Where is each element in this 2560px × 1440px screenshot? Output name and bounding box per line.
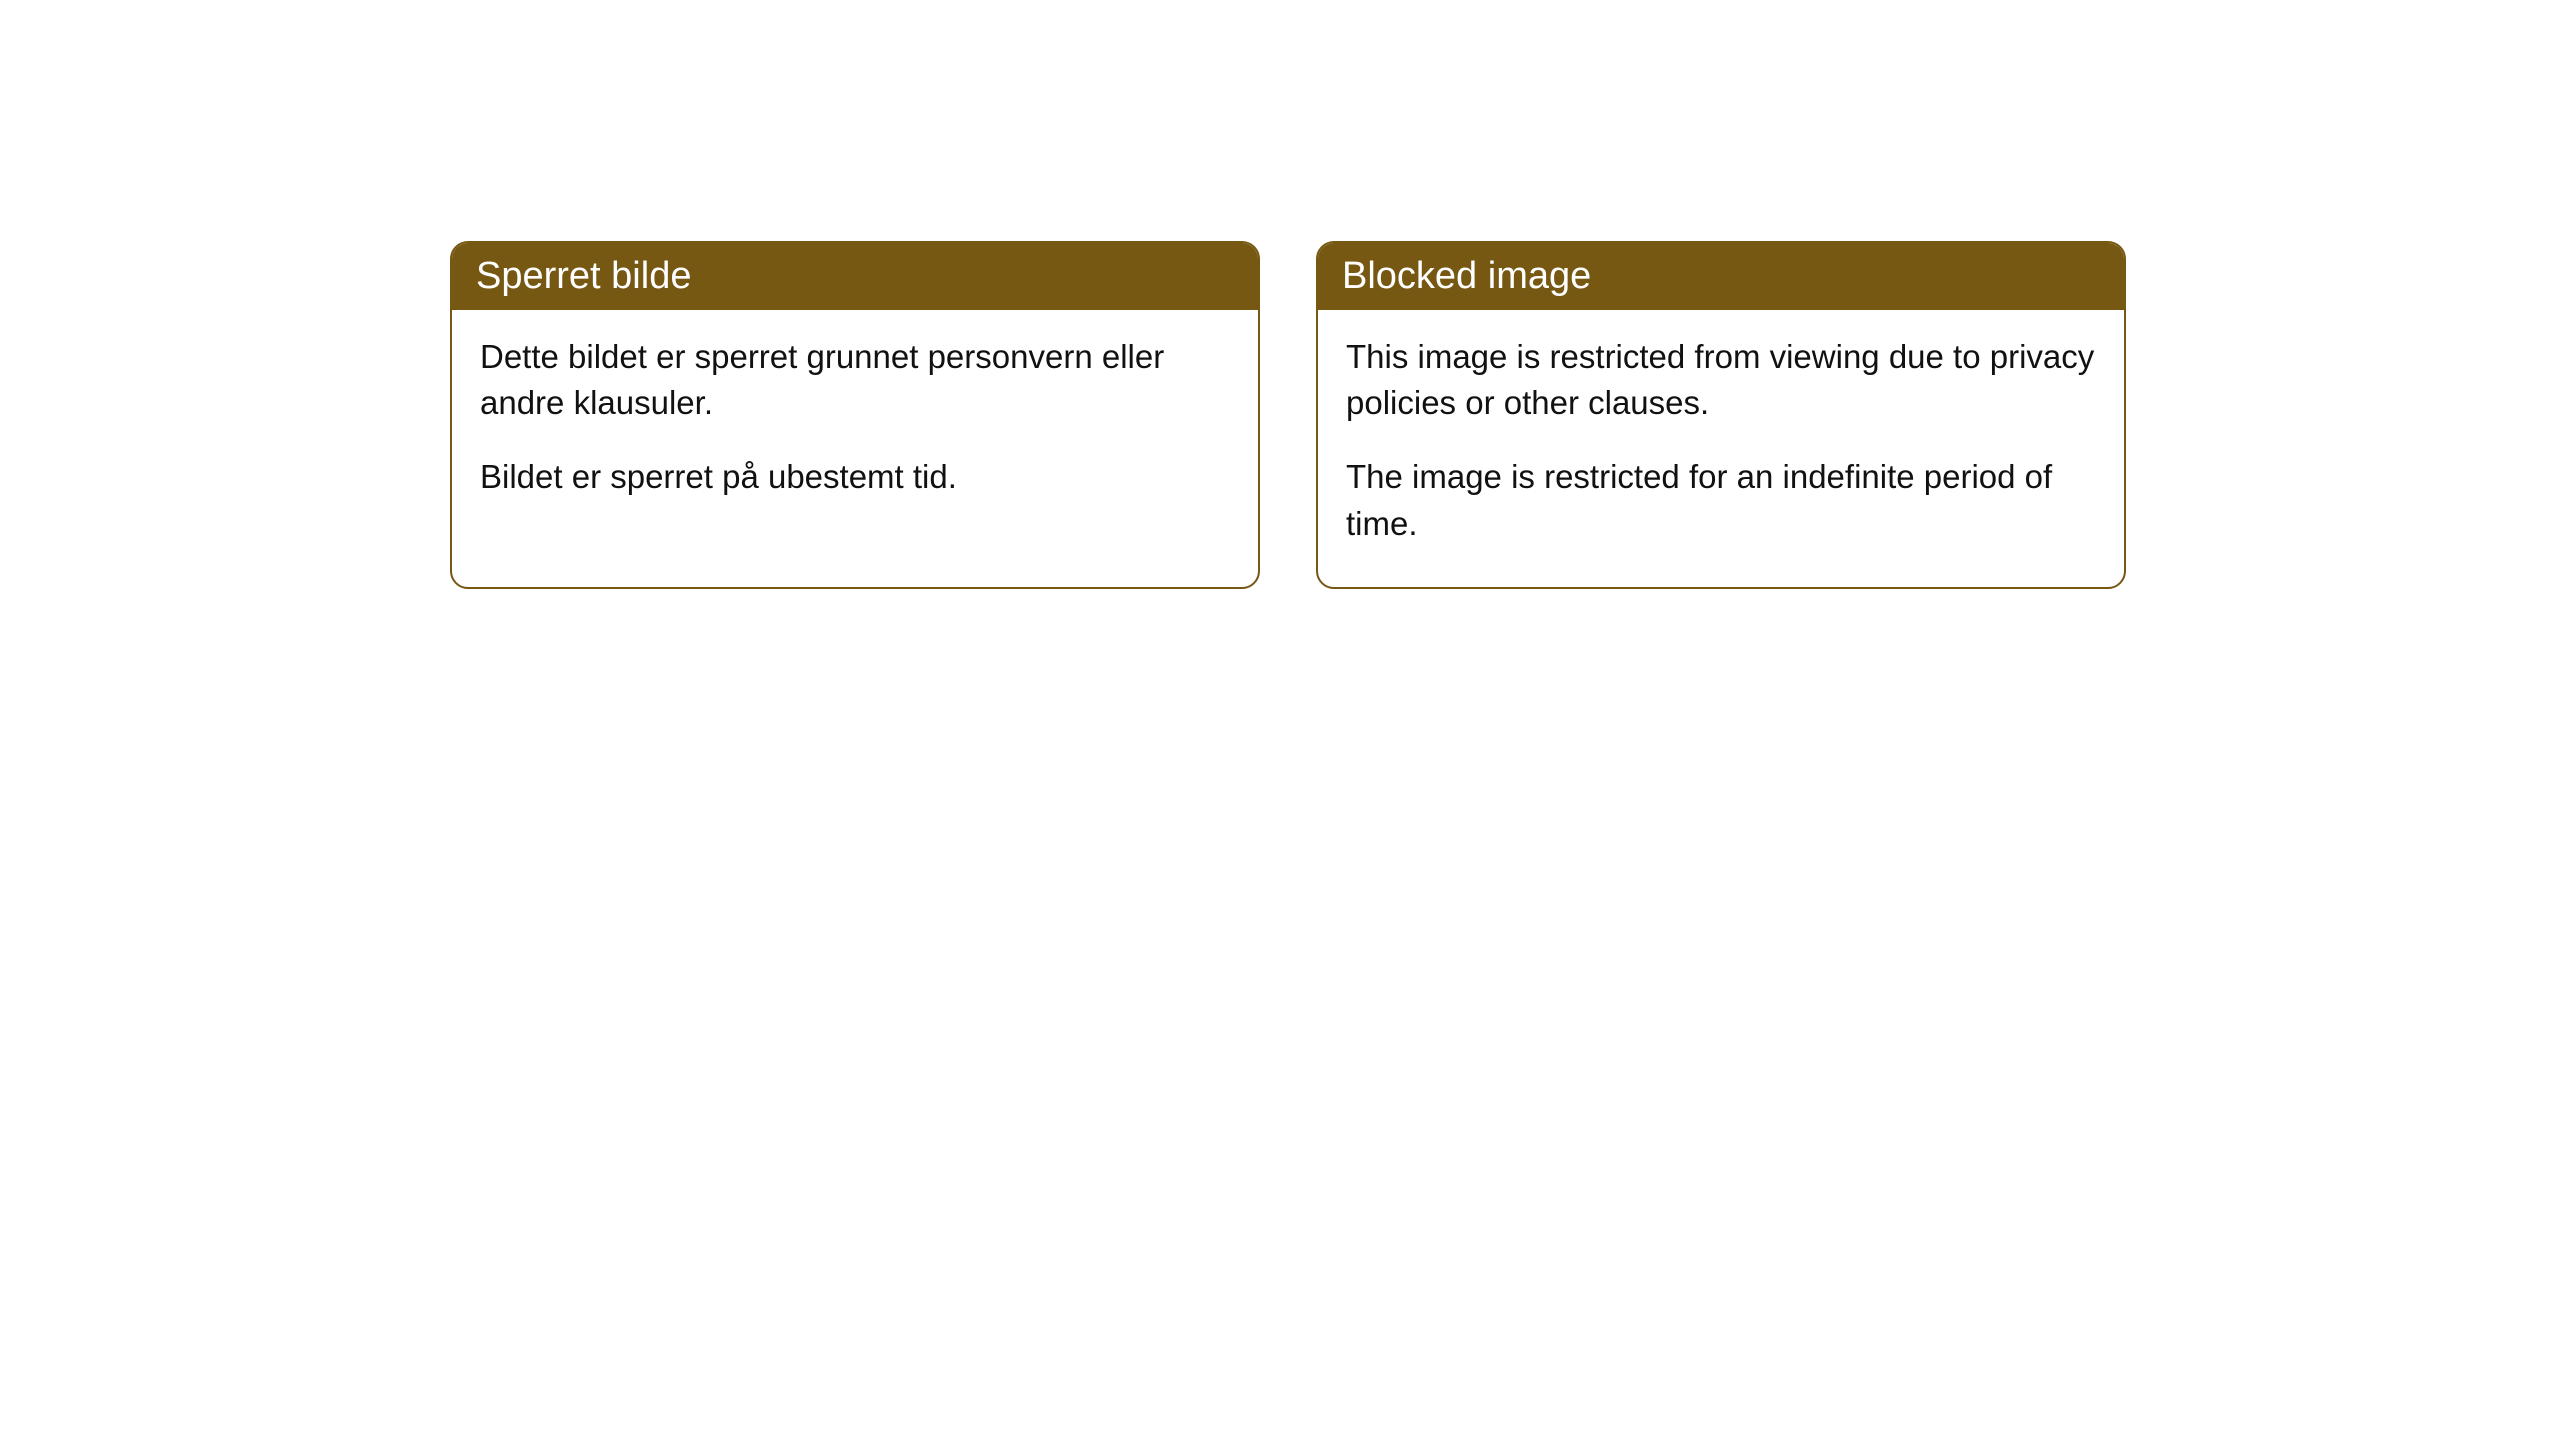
notice-card-english: Blocked image This image is restricted f… (1316, 241, 2126, 589)
card-paragraph: This image is restricted from viewing du… (1346, 334, 2096, 426)
card-title: Blocked image (1342, 255, 1591, 297)
card-paragraph: The image is restricted for an indefinit… (1346, 454, 2096, 546)
card-paragraph: Bildet er sperret på ubestemt tid. (480, 454, 1230, 500)
card-title: Sperret bilde (476, 255, 691, 297)
card-header: Blocked image (1318, 243, 2124, 310)
card-body: Dette bildet er sperret grunnet personve… (452, 310, 1258, 541)
notice-card-container: Sperret bilde Dette bildet er sperret gr… (450, 241, 2126, 589)
notice-card-norwegian: Sperret bilde Dette bildet er sperret gr… (450, 241, 1260, 589)
card-paragraph: Dette bildet er sperret grunnet personve… (480, 334, 1230, 426)
card-header: Sperret bilde (452, 243, 1258, 310)
card-body: This image is restricted from viewing du… (1318, 310, 2124, 587)
